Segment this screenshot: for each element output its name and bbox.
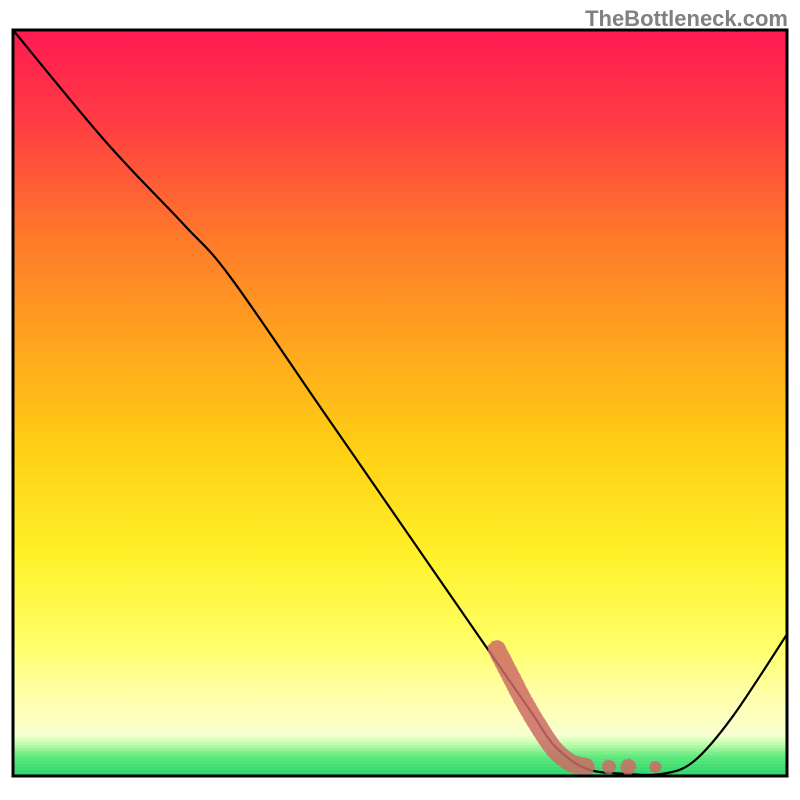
chart-container: TheBottleneck.com [0,0,800,800]
plot-background [13,30,787,776]
watermark-text: TheBottleneck.com [585,6,788,32]
bottleneck-chart-svg [0,0,800,800]
